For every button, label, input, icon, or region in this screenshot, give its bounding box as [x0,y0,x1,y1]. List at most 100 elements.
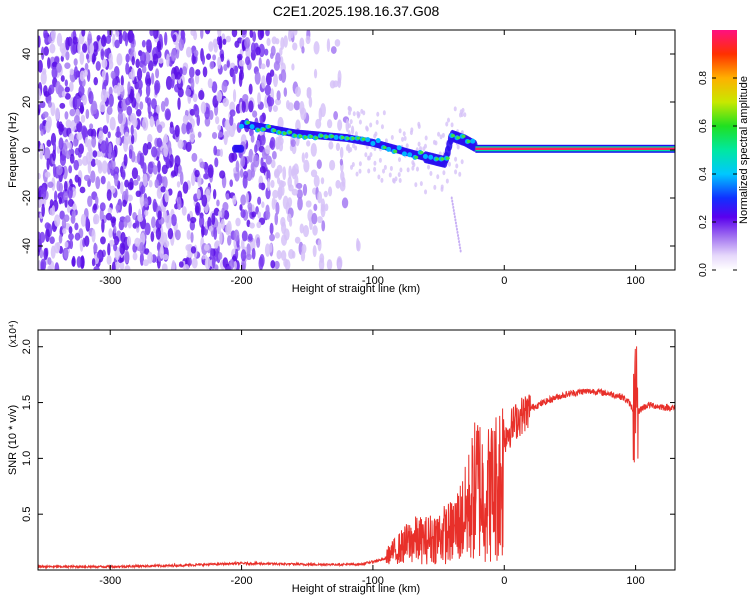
spectrogram-cell [74,222,79,231]
spectrogram-cell [208,41,214,53]
spectrogram-cell [203,173,209,180]
spectrogram-cell [64,241,69,249]
spectrogram-cell [380,177,384,183]
spectrogram-cell [241,100,246,113]
spectrogram-cell [110,158,116,171]
spectrogram-cell [156,137,163,148]
spectrogram-cell [142,173,148,187]
spectrogram-cell [215,116,220,125]
spectrogram-cell [452,208,455,212]
spectrogram-cell [45,228,50,243]
spectrogram-y-ticks: -40 -20 0 20 40 [21,48,675,254]
spectrogram-cell [151,146,158,158]
spectrogram-cell [188,66,195,79]
spectrogram-cell [246,120,251,125]
spectrogram-cell [176,71,181,80]
spectrogram-cell [433,184,437,190]
spectrogram-cell [107,131,111,139]
spectrogram-cell [283,35,288,48]
spectrogram-cell [356,238,360,251]
colorbar-label: Normalized spectral amplitude [738,76,750,224]
spectrogram-cell [282,131,287,136]
spectrogram-cell [280,216,286,227]
spectrogram-cell [38,172,41,180]
spectrogram-cell [309,134,314,139]
spectrogram-cell [139,51,147,64]
spectrogram-cell [246,219,251,228]
spectrogram-cell [311,212,318,225]
spectrogram-cell [441,132,445,138]
spectrogram-cell [100,48,105,61]
spectrogram-cell [118,219,125,231]
spectrogram-cell [445,178,449,184]
spectrogram-cell [225,193,230,200]
spectrogram-cell [267,124,272,129]
spectrogram-cell [388,172,392,178]
spectrogram-cell [273,73,278,88]
spectrogram-cell [149,115,155,128]
spectrogram-cell [190,231,194,243]
spectrogram-y-axis-label: Frequency (Hz) [7,112,19,188]
spectrogram-cell [422,153,428,159]
spectrogram-cell [277,130,282,134]
spectrogram-cell [268,96,275,107]
spectrogram-cell [178,261,184,268]
spectrogram-cell [106,161,111,175]
spectrogram-cell [174,124,180,138]
spectrogram-cell [166,53,170,67]
spectrogram-cell [125,62,130,75]
spectrogram-cell [229,115,234,126]
spectrogram-cell [64,111,69,120]
spectrogram-cell [417,141,421,147]
spectrogram-cell [190,76,195,91]
spectrogram-cell [460,159,464,165]
spectrogram-cell [313,175,320,188]
spectrogram-cell [205,30,211,35]
spectrogram-cell [68,233,74,241]
spectrogram-cell [79,186,86,194]
spectrogram-cell [369,152,373,158]
spectrogram-cell [275,142,280,150]
spectrogram-cell [52,61,58,68]
spectrogram-cell [397,157,401,163]
spectrogram-cell [209,61,215,70]
spectrogram-cell [241,258,247,270]
spectrogram-cell [265,155,272,165]
spectrogram-cell [292,42,298,51]
spectrogram-cell [411,165,415,171]
spectrogram-cell [346,144,350,150]
spectrogram-cell [305,35,311,45]
spectrogram-cell [398,177,402,183]
spectrogram-cell [63,180,68,192]
spectrogram-cell [179,171,184,186]
spectrogram-cell [146,141,152,150]
spectrogram-cell [453,215,456,219]
spectrogram-cell [451,133,456,138]
spectrogram-cell [424,135,428,141]
spectrogram-cell [91,52,96,65]
spectrogram-cell [101,58,108,69]
spectrogram-cell [283,228,290,241]
spectrogram-cell [288,165,292,179]
snr-x-tick-label: -100 [362,575,384,587]
spectrogram-cell [124,188,129,201]
spectrogram-cell [419,181,423,187]
spectrogram-cell [274,212,279,226]
spectrogram-cell [120,75,124,87]
spectrogram-cell [459,249,462,253]
spectrogram-cell [157,160,161,173]
spectrogram-cell [171,259,176,270]
spectrogram-cell [314,136,319,140]
spectrogram-cell [200,30,204,40]
spectrogram-cell [451,202,454,206]
spectrogram-cell [450,122,454,128]
spectrogram-cell [74,115,80,124]
spectrogram-cell [73,159,79,171]
spectrogram-cell [365,126,369,132]
spectrogram-cell [373,166,377,172]
spectrogram-cell [222,257,229,269]
spectrogram-x-tick-label: 100 [626,275,644,287]
spectrogram-cell [217,131,224,138]
spectrogram-cell [149,30,154,37]
spectrogram-cell [109,239,115,247]
